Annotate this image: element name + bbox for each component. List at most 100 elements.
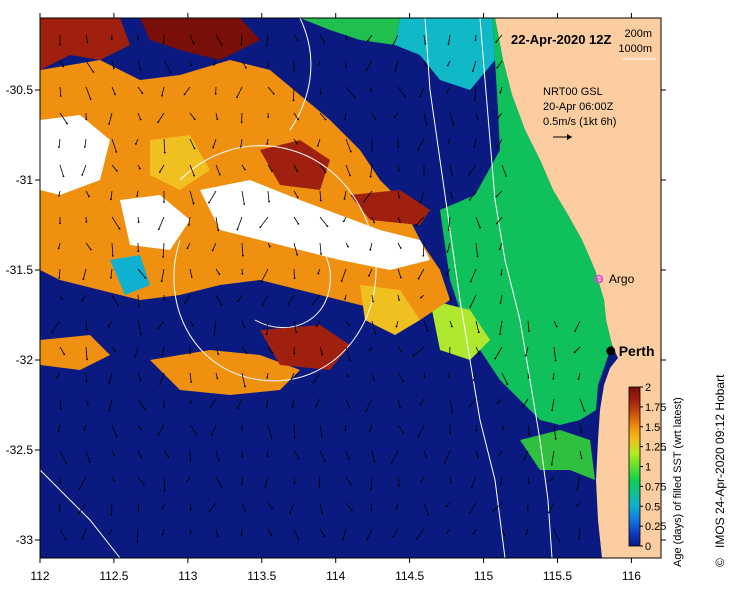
current-vector-head: [417, 277, 420, 280]
y-tick-label: -31.5: [6, 263, 34, 277]
current-vector-arrow: [371, 320, 376, 334]
current-vector-head: [209, 406, 212, 409]
current-vector-arrow: [423, 112, 428, 125]
current-vector-head: [297, 118, 299, 121]
current-vector-head: [186, 247, 189, 250]
current-vector-arrow: [371, 294, 374, 302]
contour-legend-200m: 200m: [624, 28, 652, 40]
current-vector-arrow: [215, 164, 221, 175]
current-vector-arrow: [85, 190, 90, 197]
current-vector-head: [240, 428, 243, 431]
current-vector-arrow: [85, 86, 91, 100]
current-vector-head: [446, 90, 449, 93]
current-vector-arrow: [345, 320, 350, 326]
current-vector-head: [351, 509, 353, 512]
current-vector-arrow: [574, 320, 581, 332]
current-vector-head: [468, 173, 471, 176]
current-vector-head: [118, 227, 121, 230]
current-vector-head: [558, 539, 561, 542]
current-vector-head: [524, 354, 527, 357]
current-vector-arrow: [423, 450, 427, 457]
current-vector-head: [110, 198, 112, 201]
current-vector-arrow: [108, 320, 113, 327]
current-vector-arrow: [469, 502, 477, 513]
current-vector-arrow: [523, 450, 529, 460]
current-vector-arrow: [110, 190, 113, 200]
current-vector-head: [578, 537, 581, 540]
current-vector-arrow: [578, 372, 581, 380]
current-vector-head: [469, 280, 472, 283]
current-vector-arrow: [111, 138, 117, 152]
current-vector-head: [498, 248, 501, 250]
map-markers: Argo Perth: [594, 272, 655, 359]
current-vector-arrow: [552, 372, 555, 379]
current-vector-arrow: [366, 60, 373, 71]
current-vector-head: [296, 142, 298, 145]
current-vector-arrow: [473, 138, 477, 148]
current-vector-head: [243, 326, 246, 328]
current-vector-arrow: [370, 476, 373, 490]
current-vector-arrow: [85, 320, 88, 330]
current-vector-arrow: [447, 242, 451, 252]
contour-200m: [479, 17, 553, 559]
current-vector-arrow: [319, 86, 322, 94]
current-vector-head: [192, 202, 195, 205]
current-vector-arrow: [344, 112, 347, 120]
current-vector-head: [270, 170, 273, 172]
y-tick-label: -32.5: [6, 443, 34, 457]
current-vector-head: [500, 482, 502, 485]
current-vector-arrow: [111, 216, 120, 229]
current-vector-head: [241, 272, 244, 275]
current-vector-head: [528, 330, 530, 333]
current-vector-arrow: [473, 372, 477, 381]
map-title: 22-Apr-2020 12Z: [511, 32, 611, 47]
current-vector-arrow: [267, 424, 273, 439]
current-vector-arrow: [293, 268, 295, 279]
current-vector-head: [341, 538, 344, 541]
current-vector-arrow: [413, 346, 425, 357]
current-vector-arrow: [159, 372, 165, 385]
current-vector-head: [293, 482, 296, 485]
current-vector-head: [208, 201, 210, 204]
patch-red-coast: [350, 190, 430, 225]
current-vector-head: [88, 461, 91, 463]
current-vector-head: [419, 95, 421, 98]
current-vector-arrow: [449, 190, 453, 198]
current-vector-head: [163, 406, 165, 409]
current-vector-arrow: [319, 164, 326, 173]
current-vector-arrow: [56, 372, 61, 378]
current-vector-head: [59, 482, 62, 485]
current-vector-arrow: [157, 112, 165, 123]
current-vector-arrow: [59, 346, 65, 355]
current-vector-head: [137, 221, 140, 223]
current-vector-head: [86, 41, 89, 44]
current-vector-arrow: [319, 346, 323, 355]
current-vector-head: [374, 332, 377, 335]
current-vector-arrow: [266, 320, 269, 335]
current-vector-arrow: [397, 86, 406, 97]
current-vector-arrow: [137, 86, 143, 94]
current-vector-head: [220, 485, 223, 488]
y-tick-label: -30.5: [6, 83, 34, 97]
current-vector-head: [272, 92, 275, 95]
current-vector-arrow: [319, 190, 322, 201]
current-vector-head: [494, 357, 497, 360]
shelf-lime: [430, 300, 490, 360]
current-vector-head: [241, 483, 244, 485]
current-vector-head: [136, 194, 139, 197]
current-vector-arrow: [345, 476, 352, 485]
colorbar-tick-label: 1.75: [645, 402, 666, 414]
current-vector-head: [58, 276, 61, 279]
current-vector-head: [548, 511, 550, 514]
current-vector-arrow: [215, 216, 219, 231]
current-vector-head: [499, 302, 502, 304]
copyright-symbol: ©: [713, 558, 727, 567]
current-vector-head: [59, 222, 61, 225]
current-vector-head: [495, 195, 498, 198]
x-axis: 112 112.5 113 113.5 114 114.5 115 115.5 116: [30, 13, 641, 583]
current-vector-arrow: [419, 86, 425, 97]
current-vector-arrow: [79, 476, 87, 490]
current-vector-arrow: [319, 242, 322, 254]
current-vector-head: [447, 141, 450, 144]
current-vector-head: [321, 435, 323, 438]
